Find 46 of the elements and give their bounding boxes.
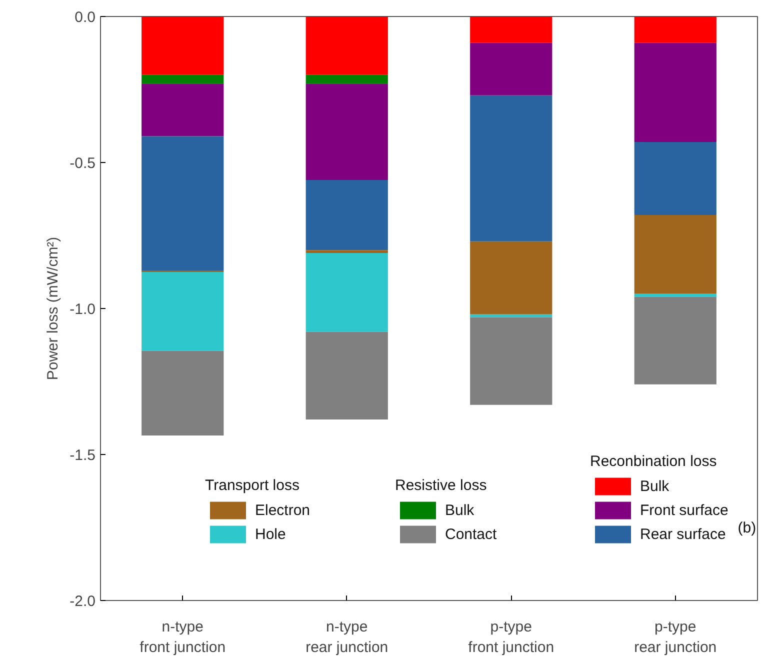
bar [470, 241, 552, 314]
bar [306, 74, 388, 84]
y-tick-label: -0.5 [70, 155, 96, 172]
bar [142, 350, 224, 436]
legend-label: Hole [255, 526, 286, 542]
bar [470, 42, 552, 96]
legend-label: Bulk [640, 478, 670, 494]
bar [634, 215, 716, 294]
bar [470, 314, 552, 318]
annotation: (b) [738, 519, 756, 536]
bar [142, 272, 224, 351]
legend-label: Rear surface [640, 526, 726, 542]
bar [634, 42, 716, 142]
annotation: Transport loss [205, 477, 300, 494]
bar [306, 250, 388, 254]
bar [470, 16, 552, 43]
bar [142, 136, 224, 271]
bar [306, 180, 388, 250]
y-axis-title: Power loss (mW/cm²) [44, 236, 62, 380]
bar [634, 142, 716, 216]
legend-label: Bulk [445, 502, 474, 518]
annotation: Reconbination loss [590, 453, 718, 470]
bar [142, 74, 224, 84]
y-tick-label: 0.0 [74, 9, 96, 26]
bar [634, 16, 716, 43]
bar [142, 16, 224, 75]
x-tick-label: p-type front junction [468, 618, 554, 656]
bar [634, 296, 716, 384]
bar [306, 253, 388, 332]
bar [470, 95, 552, 242]
x-tick-label: p-type rear junction [634, 618, 717, 656]
y-tick-label: -1.0 [70, 301, 96, 318]
annotation: Resistive loss [395, 477, 488, 494]
bar [142, 84, 224, 136]
legend-label: Contact [445, 526, 497, 542]
y-tick-label: -2.0 [70, 593, 96, 610]
bar [470, 317, 552, 405]
x-tick-label: n-type front junction [140, 618, 226, 656]
bar [306, 332, 388, 420]
y-tick-label: -1.5 [70, 447, 96, 464]
bar [306, 84, 388, 180]
legend-label: Front surface [640, 502, 728, 518]
x-tick-label: n-type rear junction [306, 618, 388, 656]
bar [306, 16, 388, 75]
bar [634, 294, 716, 297]
legend-label: Electron [255, 502, 310, 518]
